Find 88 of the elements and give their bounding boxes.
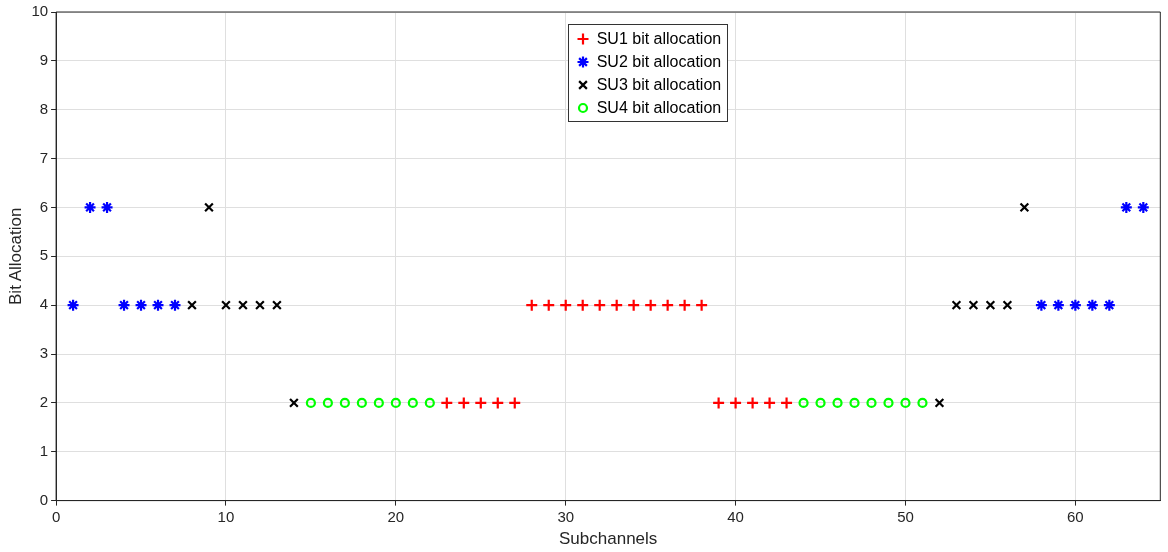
point	[559, 298, 573, 312]
legend-label: SU3 bit allocation	[596, 75, 722, 95]
x-tick-label: 30	[557, 507, 575, 525]
point	[117, 298, 131, 312]
point	[254, 300, 265, 311]
point	[762, 396, 777, 410]
point	[288, 397, 299, 408]
point	[134, 298, 148, 312]
y-tick-label: 0	[39, 490, 49, 508]
point	[1019, 202, 1030, 213]
y-axis-title: Bit Allocation	[5, 207, 25, 305]
point	[1136, 200, 1150, 215]
point	[678, 298, 692, 312]
point	[373, 397, 384, 408]
y-tick-label: 2	[39, 393, 49, 411]
x-tick-label: 20	[387, 507, 405, 525]
point	[951, 300, 962, 311]
point	[695, 298, 709, 312]
point	[322, 397, 333, 408]
y-tick-label: 7	[39, 148, 49, 166]
point	[1002, 300, 1013, 311]
point	[610, 298, 624, 312]
point	[883, 397, 894, 408]
point	[83, 200, 97, 215]
point	[508, 396, 522, 410]
x-tick-label: 40	[727, 507, 744, 525]
point	[187, 300, 197, 311]
y-tick-label: 8	[39, 99, 49, 117]
point	[407, 397, 418, 408]
point	[866, 397, 877, 408]
y-tick-label: 10	[31, 2, 49, 20]
y-tick-label: 5	[39, 246, 49, 264]
x-axis-title: Subchannels	[559, 529, 658, 549]
point	[985, 300, 996, 311]
point	[356, 397, 367, 408]
legend-label: SU2 bit allocation	[596, 52, 722, 72]
point	[815, 397, 826, 408]
point	[1119, 200, 1133, 215]
point	[424, 397, 435, 408]
point	[440, 396, 454, 410]
point	[168, 298, 182, 312]
point	[849, 397, 860, 408]
point	[271, 300, 282, 311]
point	[917, 397, 928, 408]
y-tick-label: 4	[39, 295, 49, 313]
x-tick-label: 60	[1067, 507, 1084, 525]
point	[593, 298, 607, 312]
point	[203, 202, 214, 213]
y-tick-label: 1	[39, 441, 49, 459]
point	[100, 200, 114, 215]
point	[832, 397, 843, 408]
point	[1068, 298, 1082, 312]
point	[627, 298, 641, 312]
x-tick-label: 0	[51, 507, 61, 525]
point	[1102, 298, 1116, 312]
x-tick-label: 50	[897, 507, 914, 525]
point	[1085, 298, 1099, 312]
point	[712, 396, 726, 410]
point	[729, 396, 743, 410]
point	[339, 397, 350, 408]
point	[474, 396, 488, 410]
legend-label: SU1 bit allocation	[596, 29, 722, 49]
point	[457, 396, 471, 410]
y-tick-label: 6	[39, 197, 49, 215]
point	[1051, 298, 1065, 312]
point	[968, 300, 979, 311]
point	[491, 396, 505, 410]
y-tick-label: 9	[39, 51, 49, 68]
point	[661, 298, 675, 312]
point	[644, 298, 658, 312]
point	[66, 298, 80, 312]
point	[220, 300, 231, 311]
point	[779, 396, 794, 410]
point	[745, 396, 760, 410]
point	[151, 298, 165, 312]
point	[305, 397, 316, 408]
point	[900, 397, 911, 408]
point	[1034, 298, 1048, 312]
point	[525, 298, 539, 312]
legend-label: SU4 bit allocation	[596, 98, 722, 118]
point	[390, 397, 401, 408]
point	[798, 397, 809, 408]
point	[542, 298, 556, 312]
point	[576, 298, 590, 312]
y-tick-label: 3	[39, 344, 49, 362]
point	[237, 300, 248, 311]
x-tick-label: 10	[217, 507, 235, 525]
point	[934, 397, 945, 408]
